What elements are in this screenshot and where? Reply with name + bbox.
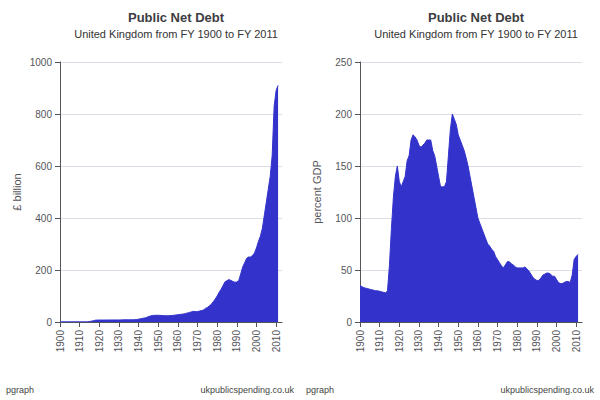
svg-text:1900: 1900: [55, 330, 66, 353]
svg-text:200: 200: [335, 109, 352, 120]
svg-text:1950: 1950: [153, 330, 164, 353]
svg-text:Public Net Debt: Public Net Debt: [428, 10, 525, 25]
svg-text:ukpublicspending.co.uk: ukpublicspending.co.uk: [500, 385, 594, 395]
svg-text:1960: 1960: [172, 330, 183, 353]
svg-text:2000: 2000: [251, 330, 262, 353]
svg-text:1000: 1000: [30, 57, 53, 68]
svg-text:0: 0: [46, 317, 52, 328]
svg-text:1980: 1980: [212, 330, 223, 353]
svg-text:1920: 1920: [94, 330, 105, 353]
svg-text:1910: 1910: [74, 330, 85, 353]
svg-text:Public Net Debt: Public Net Debt: [128, 10, 225, 25]
svg-text:0: 0: [346, 317, 352, 328]
svg-text:1970: 1970: [492, 330, 503, 353]
svg-text:150: 150: [335, 161, 352, 172]
svg-text:1990: 1990: [531, 330, 542, 353]
svg-text:1980: 1980: [512, 330, 523, 353]
svg-text:600: 600: [35, 161, 52, 172]
svg-text:1940: 1940: [433, 330, 444, 353]
svg-text:200: 200: [35, 265, 52, 276]
svg-text:1920: 1920: [394, 330, 405, 353]
svg-text:50: 50: [341, 265, 353, 276]
svg-text:100: 100: [335, 213, 352, 224]
svg-text:400: 400: [35, 213, 52, 224]
svg-text:2010: 2010: [571, 330, 582, 353]
svg-text:1900: 1900: [355, 330, 366, 353]
svg-text:United Kingdom from FY 1900 to: United Kingdom from FY 1900 to FY 2011: [374, 28, 578, 40]
svg-text:1940: 1940: [133, 330, 144, 353]
svg-text:£ billion: £ billion: [11, 173, 23, 210]
svg-text:1970: 1970: [192, 330, 203, 353]
svg-text:1930: 1930: [413, 330, 424, 353]
svg-text:1930: 1930: [113, 330, 124, 353]
svg-text:1950: 1950: [453, 330, 464, 353]
svg-text:2010: 2010: [271, 330, 282, 353]
svg-text:1960: 1960: [472, 330, 483, 353]
svg-text:1910: 1910: [374, 330, 385, 353]
svg-text:250: 250: [335, 57, 352, 68]
svg-text:ukpublicspending.co.uk: ukpublicspending.co.uk: [200, 385, 294, 395]
svg-text:800: 800: [35, 109, 52, 120]
svg-text:pgraph: pgraph: [6, 385, 34, 395]
svg-text:pgraph: pgraph: [306, 385, 334, 395]
svg-text:2000: 2000: [551, 330, 562, 353]
svg-text:1990: 1990: [231, 330, 242, 353]
svg-text:percent GDP: percent GDP: [311, 160, 323, 224]
svg-text:United Kingdom from FY 1900 to: United Kingdom from FY 1900 to FY 2011: [74, 28, 278, 40]
